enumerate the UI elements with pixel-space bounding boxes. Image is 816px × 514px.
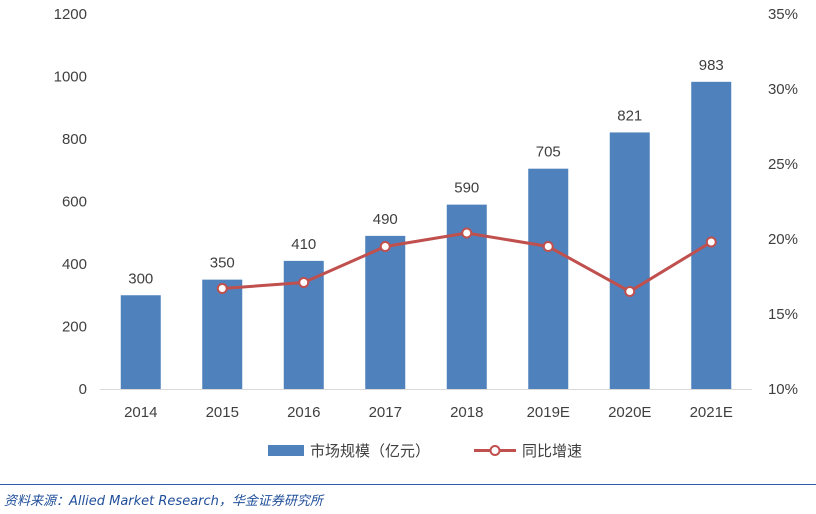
left-tick-label: 1200 <box>54 6 87 23</box>
line-marker <box>542 241 554 252</box>
right-tick-label: 35% <box>768 6 798 23</box>
left-tick-label: 0 <box>79 381 87 398</box>
x-tick-label: 2014 <box>124 404 157 421</box>
left-tick-label: 1000 <box>54 69 87 86</box>
x-tick-label: 2017 <box>369 404 402 421</box>
legend-line-marker <box>489 445 501 456</box>
left-tick-label: 200 <box>62 319 87 336</box>
x-tick-label: 2019E <box>527 404 570 421</box>
legend-line-label: 同比增速 <box>522 442 582 460</box>
bar-data-label: 300 <box>128 270 153 287</box>
right-tick-label: 15% <box>768 306 798 323</box>
x-tick-label: 2018 <box>450 404 483 421</box>
right-tick-label: 10% <box>768 381 798 398</box>
bar <box>528 168 569 389</box>
bar <box>691 81 732 389</box>
bar-series <box>120 81 732 389</box>
line-marker <box>624 286 636 297</box>
legend-bar-label: 市场规模（亿元） <box>310 442 430 460</box>
bar <box>202 279 243 389</box>
x-tick-label: 2021E <box>690 404 733 421</box>
bar <box>609 132 650 389</box>
bar-data-label: 350 <box>210 255 235 272</box>
x-tick-label: 2015 <box>206 404 239 421</box>
right-axis: 10% 15% 20% 25% 30% 35% <box>768 6 798 398</box>
x-tick-label: 2016 <box>287 404 320 421</box>
bar-data-label: 983 <box>699 57 724 74</box>
bar-data-label: 490 <box>373 211 398 228</box>
right-tick-label: 25% <box>768 156 798 173</box>
line-marker <box>461 227 473 239</box>
bar-data-labels: 300 350 410 490 590 705 821 983 <box>128 57 724 287</box>
right-tick-label: 30% <box>768 81 798 98</box>
left-tick-label: 600 <box>62 194 87 211</box>
bar-data-label: 590 <box>454 180 479 197</box>
x-tick-label: 2020E <box>608 404 651 421</box>
line-marker <box>705 236 717 248</box>
legend-bar-swatch <box>268 445 304 456</box>
line-marker <box>298 277 310 288</box>
left-axis: 0 200 400 600 800 1000 1200 <box>54 6 87 398</box>
right-tick-label: 20% <box>768 231 798 248</box>
left-tick-label: 800 <box>62 131 87 148</box>
x-tick-labels: 2014 2015 2016 2017 2018 2019E 2020E 2021E <box>124 404 733 421</box>
legend: 市场规模（亿元） 同比增速 <box>268 442 582 460</box>
source-divider <box>0 484 816 485</box>
line-marker <box>379 241 391 252</box>
bar-data-label: 410 <box>291 236 316 253</box>
bar <box>120 295 161 389</box>
bar-data-label: 705 <box>536 144 561 161</box>
line-series <box>216 227 717 297</box>
source-note: 资料来源：Allied Market Research，华金证券研究所 <box>4 494 323 509</box>
bar <box>365 235 406 389</box>
line-marker <box>216 283 228 294</box>
left-tick-label: 400 <box>62 256 87 273</box>
bar-data-label: 821 <box>617 107 642 124</box>
